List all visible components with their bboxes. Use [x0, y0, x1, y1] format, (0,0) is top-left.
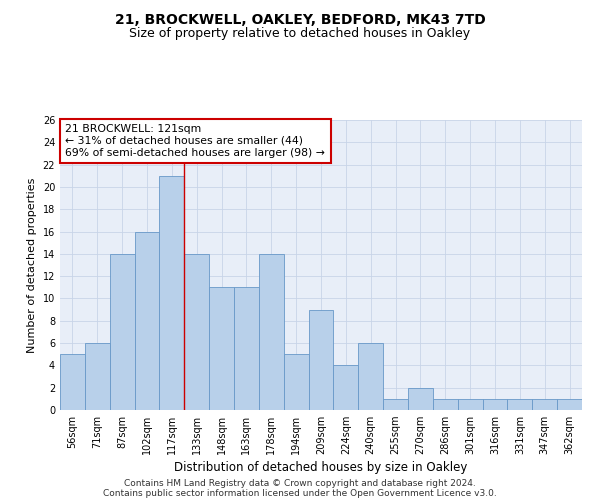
Text: Contains HM Land Registry data © Crown copyright and database right 2024.: Contains HM Land Registry data © Crown c… — [124, 478, 476, 488]
Bar — [259, 254, 284, 410]
Bar — [134, 232, 160, 410]
Bar — [234, 288, 259, 410]
Bar — [160, 176, 184, 410]
Bar — [508, 399, 532, 410]
Bar — [284, 354, 308, 410]
Bar — [110, 254, 134, 410]
Bar — [334, 366, 358, 410]
Bar — [358, 343, 383, 410]
Bar — [184, 254, 209, 410]
Bar — [408, 388, 433, 410]
Text: Contains public sector information licensed under the Open Government Licence v3: Contains public sector information licen… — [103, 488, 497, 498]
Bar — [482, 399, 508, 410]
Text: 21 BROCKWELL: 121sqm
← 31% of detached houses are smaller (44)
69% of semi-detac: 21 BROCKWELL: 121sqm ← 31% of detached h… — [65, 124, 325, 158]
Bar — [532, 399, 557, 410]
Text: 21, BROCKWELL, OAKLEY, BEDFORD, MK43 7TD: 21, BROCKWELL, OAKLEY, BEDFORD, MK43 7TD — [115, 12, 485, 26]
Bar — [209, 288, 234, 410]
Bar — [308, 310, 334, 410]
Text: Size of property relative to detached houses in Oakley: Size of property relative to detached ho… — [130, 28, 470, 40]
Bar — [85, 343, 110, 410]
Bar — [557, 399, 582, 410]
Bar — [60, 354, 85, 410]
Bar — [458, 399, 482, 410]
Y-axis label: Number of detached properties: Number of detached properties — [27, 178, 37, 352]
Bar — [433, 399, 458, 410]
Bar — [383, 399, 408, 410]
X-axis label: Distribution of detached houses by size in Oakley: Distribution of detached houses by size … — [175, 462, 467, 474]
